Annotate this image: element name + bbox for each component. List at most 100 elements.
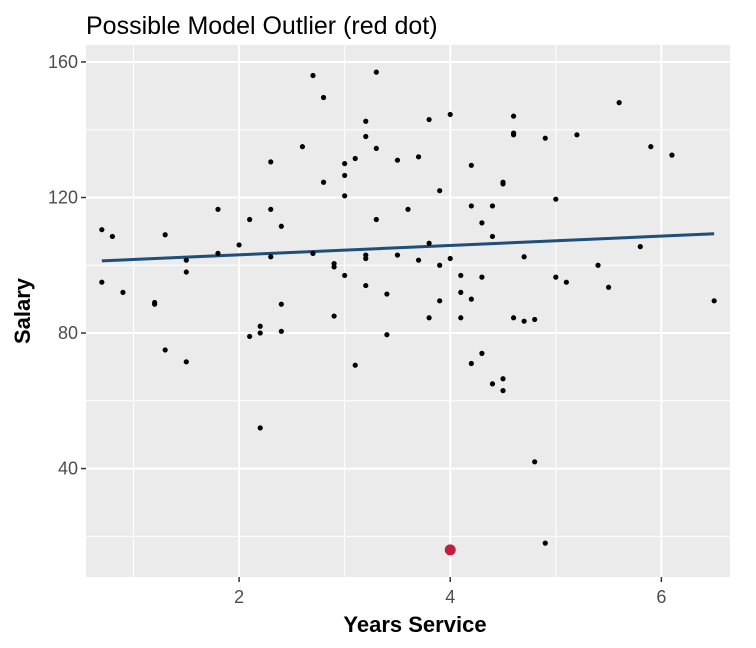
- data-point: [320, 179, 327, 185]
- data-point: [437, 188, 443, 194]
- data-point: [510, 315, 517, 321]
- data-point: [468, 203, 474, 209]
- data-point: [268, 206, 274, 212]
- y-tick-label: 160: [48, 52, 78, 72]
- data-point: [363, 255, 369, 262]
- data-point: [458, 289, 464, 295]
- data-point: [268, 254, 274, 260]
- data-point: [373, 69, 379, 75]
- data-point: [236, 242, 242, 248]
- y-tick-label: 40: [58, 459, 78, 479]
- data-point: [394, 157, 401, 163]
- data-point: [384, 291, 390, 297]
- data-point: [648, 144, 654, 150]
- data-point: [278, 328, 284, 334]
- data-point: [479, 274, 485, 280]
- data-point: [394, 252, 401, 258]
- data-point: [363, 133, 369, 140]
- data-point: [521, 318, 527, 324]
- data-point: [183, 257, 189, 263]
- regression-line-layer: [101, 232, 715, 263]
- data-point: [257, 425, 263, 431]
- data-point: [510, 132, 517, 138]
- data-point: [521, 254, 527, 260]
- data-point: [257, 323, 263, 329]
- data-point: [489, 381, 496, 387]
- plot-panel: [86, 45, 730, 577]
- x-tick-label: 2: [234, 587, 244, 607]
- data-point: [437, 298, 443, 304]
- data-point: [352, 362, 358, 368]
- data-point: [500, 388, 506, 394]
- regression-line: [101, 232, 715, 263]
- data-point: [405, 206, 411, 212]
- data-point: [595, 262, 601, 268]
- data-point: [458, 315, 464, 321]
- data-point: [468, 360, 474, 367]
- data-point: [669, 152, 675, 158]
- data-points: [99, 69, 717, 546]
- data-point: [532, 459, 538, 465]
- data-point: [257, 330, 263, 336]
- data-point: [458, 272, 464, 279]
- data-point: [310, 250, 316, 256]
- data-point: [331, 313, 337, 319]
- x-tick-label: 4: [445, 587, 455, 607]
- grid-lines: [86, 45, 730, 577]
- data-point: [215, 250, 221, 256]
- data-point: [415, 154, 422, 160]
- data-point: [352, 155, 358, 162]
- data-point: [447, 111, 453, 118]
- data-point: [183, 359, 189, 365]
- data-point: [109, 233, 115, 240]
- x-axis-title: Years Service: [343, 612, 486, 637]
- data-point: [342, 272, 348, 279]
- data-point: [162, 232, 168, 238]
- data-point: [468, 296, 474, 302]
- data-point: [342, 172, 348, 179]
- data-point: [532, 316, 538, 323]
- data-point: [363, 118, 369, 124]
- y-axis-ticks: 40 80 120 160: [48, 52, 86, 479]
- data-point: [479, 350, 485, 356]
- y-tick-label: 120: [48, 187, 78, 207]
- data-point: [215, 206, 221, 212]
- data-point: [542, 135, 548, 141]
- data-point: [426, 315, 432, 321]
- data-point: [616, 100, 622, 106]
- data-point: [162, 347, 168, 353]
- outlier-point: [444, 544, 456, 556]
- data-point: [299, 144, 306, 150]
- data-point: [310, 72, 316, 79]
- data-point: [247, 333, 253, 340]
- chart-title: Possible Model Outlier (red dot): [86, 12, 438, 40]
- data-point: [120, 289, 126, 295]
- data-point: [637, 244, 643, 250]
- data-point: [183, 269, 189, 275]
- data-point: [553, 196, 559, 202]
- data-point: [373, 216, 379, 223]
- data-point: [489, 203, 496, 209]
- data-point: [447, 255, 453, 262]
- data-point: [426, 240, 432, 246]
- data-point: [574, 132, 580, 138]
- data-point: [500, 376, 506, 382]
- data-point: [479, 220, 485, 226]
- data-point: [500, 181, 506, 187]
- data-point: [489, 233, 496, 240]
- data-point: [331, 264, 337, 270]
- data-point: [437, 262, 443, 268]
- data-point: [342, 193, 348, 199]
- data-point: [152, 301, 158, 307]
- data-point: [605, 284, 612, 290]
- data-point: [373, 145, 379, 151]
- data-point: [426, 116, 432, 123]
- data-point: [99, 279, 105, 285]
- data-point: [553, 274, 559, 280]
- data-point: [342, 160, 348, 167]
- data-point: [468, 162, 474, 168]
- data-point: [268, 159, 274, 165]
- data-point: [510, 113, 517, 119]
- data-point: [542, 540, 548, 546]
- data-point: [99, 227, 105, 233]
